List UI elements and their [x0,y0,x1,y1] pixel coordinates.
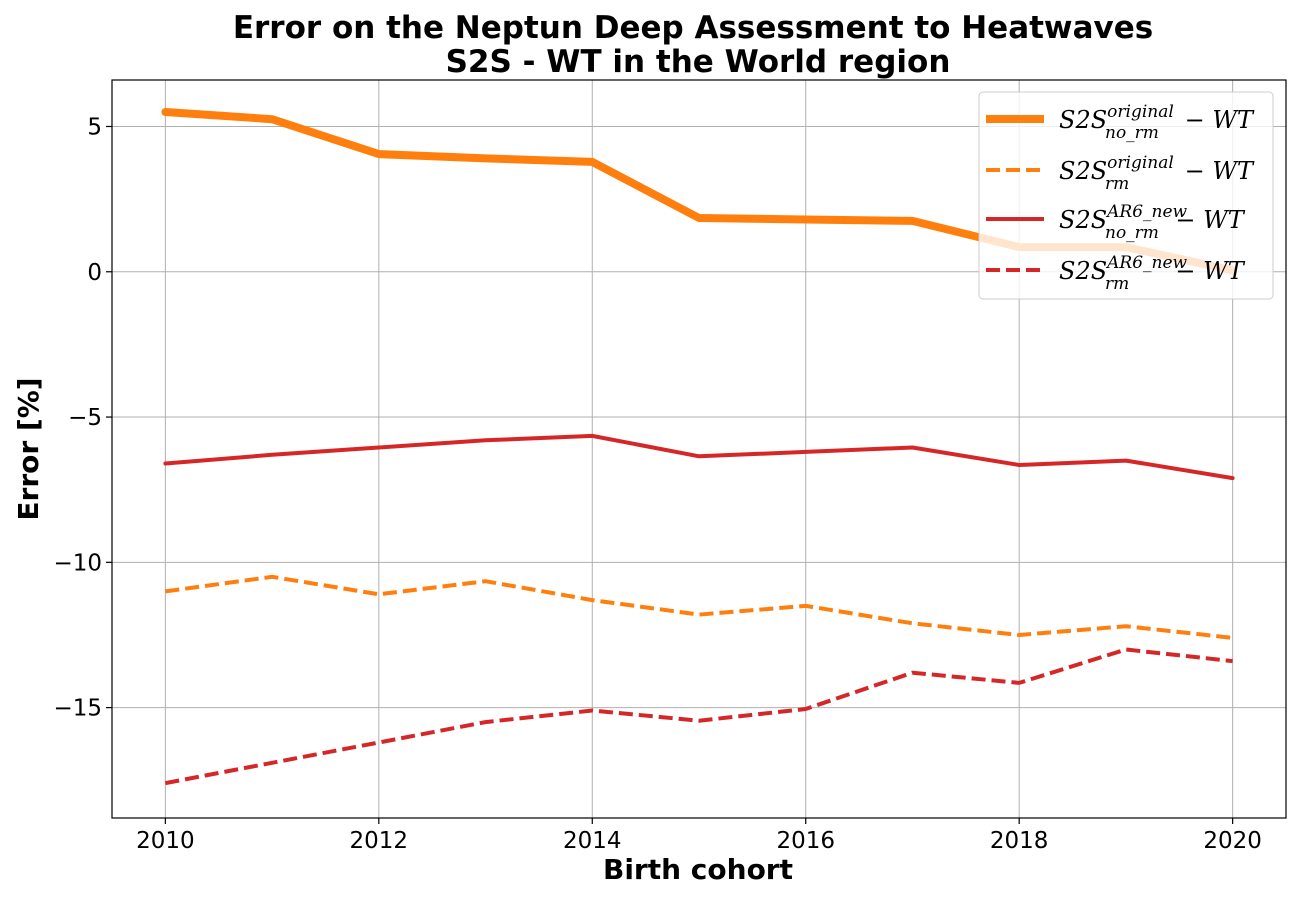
x-tick-label: 2010 [136,828,195,854]
x-tick-label: 2014 [563,828,622,854]
series-line-4 [165,647,1233,786]
chart-title-line-1: Error on the Neptun Deep Assessment to H… [233,10,1153,46]
x-tick-label: 2018 [990,828,1049,854]
y-tick-label: −10 [53,550,102,576]
legend-label-2: S2Soriginal rm − WT [1059,153,1255,194]
y-tick-label: 5 [87,114,102,140]
legend-box [978,91,1274,300]
plot-frame [111,79,1287,819]
y-tick-label: −15 [53,696,102,722]
legend-label-3: S2SAR6_new no_rm − WT [1059,202,1246,243]
y-axis-label: Error [%] [12,377,45,520]
series-line-2 [165,574,1233,640]
legend-label-4: S2SAR6_new rm − WT [1059,253,1246,294]
series-line-3 [163,433,1235,481]
x-tick-label: 2012 [350,828,409,854]
legend-label-1: S2Soriginal no_rm − WT [1059,102,1255,143]
x-axis-label: Birth cohort [603,853,793,886]
x-tick-label: 2020 [1203,828,1262,854]
x-tick-label: 2016 [776,828,835,854]
chart-title-line-2: S2S - WT in the World region [446,44,951,80]
legend: S2Soriginal no_rm − WT S2Soriginal rm − WT S2S… [978,91,1274,300]
tick-layer: 2010 2012 2014 2016 2018 2020 5 0 −5 −10 −15 [53,114,1261,854]
y-tick-label: −5 [68,405,102,431]
y-tick-label: 0 [87,260,102,286]
